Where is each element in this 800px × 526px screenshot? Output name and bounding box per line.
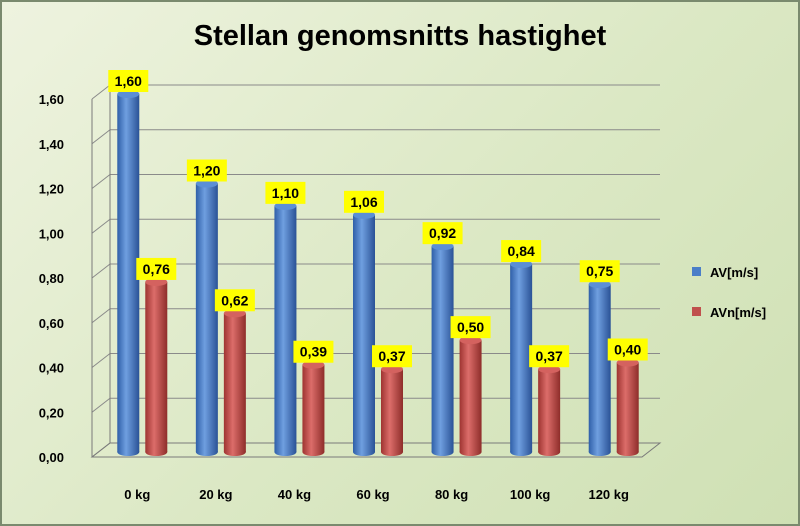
legend-label: AVn[m/s]	[710, 305, 766, 320]
y-tick-label: 0,20	[39, 405, 64, 420]
data-label: 1,10	[272, 185, 299, 201]
bar	[616, 362, 639, 452]
data-label-box	[344, 190, 384, 213]
data-label: 0,84	[508, 243, 535, 259]
label-layer: 1,60 1,20 1,10 1,06 0,92 0,84 0,75 0,76 0,62 0,39…	[108, 70, 648, 368]
bar-base	[117, 448, 140, 456]
legend: AV[m/s] AVn[m/s]	[692, 265, 766, 320]
y-tick-label: 0,60	[39, 316, 64, 331]
gridline-diagonal	[91, 84, 111, 100]
data-label: 0,37	[536, 348, 563, 364]
x-tick-label: 20 kg	[199, 487, 232, 502]
bar	[459, 340, 482, 452]
y-tick-label: 1,20	[39, 182, 64, 197]
y-tick-label: 0,00	[39, 450, 64, 465]
bar-base	[274, 448, 297, 456]
y-tick-label: 1,40	[39, 137, 64, 152]
data-label-box	[607, 338, 648, 361]
legend-swatch	[692, 267, 701, 276]
bar-base	[538, 448, 561, 456]
bar-base	[302, 448, 325, 456]
bar-base	[145, 448, 168, 456]
data-label: 0,37	[378, 348, 405, 364]
bar	[431, 246, 454, 452]
gridline-diagonal	[91, 174, 111, 189]
data-label-box	[108, 70, 149, 92]
bar	[117, 94, 140, 452]
data-label-box	[293, 340, 334, 363]
data-label: 1,06	[350, 194, 377, 210]
data-label-box	[529, 345, 570, 368]
y-tick-label: 0,80	[39, 271, 64, 286]
gridline-diagonal	[91, 129, 111, 145]
data-label: 0,92	[429, 225, 456, 241]
data-label-box	[265, 181, 306, 204]
bar	[195, 183, 218, 452]
bar	[274, 205, 297, 452]
data-label: 0,40	[614, 342, 641, 358]
axis-layer: 0,00 0,20 0,40 0,60 0,80 1,00 1,20 1,40 1,60 0 kg…	[39, 84, 662, 502]
data-label-box	[501, 240, 542, 263]
bar-base	[510, 448, 533, 456]
x-tick-label: 120 kg	[588, 487, 629, 502]
y-tick-label: 1,60	[39, 92, 64, 107]
data-label: 1,60	[115, 73, 142, 89]
y-tick-label: 1,00	[39, 226, 64, 241]
chart-title: Stellan genomsnitts hastighet	[193, 20, 607, 52]
bar-base	[223, 448, 246, 456]
data-label: 1,20	[193, 163, 220, 179]
legend-swatch	[692, 307, 701, 316]
data-label: 0,62	[221, 292, 248, 308]
bar-base	[459, 448, 482, 456]
x-tick-label: 60 kg	[356, 487, 389, 502]
bar-base	[431, 448, 454, 456]
data-label-box	[422, 222, 463, 245]
gridline-diagonal	[91, 263, 111, 279]
data-label: 0,76	[143, 261, 170, 277]
chart-floor	[90, 442, 662, 458]
data-label-box	[579, 260, 620, 283]
bar-base	[381, 448, 403, 456]
bar	[538, 369, 561, 452]
bar	[510, 264, 533, 452]
bar	[145, 281, 168, 452]
bar-base	[616, 448, 639, 456]
bar-base	[353, 448, 375, 456]
data-label-box	[136, 257, 177, 280]
gridline-diagonal	[91, 397, 111, 413]
bar	[353, 214, 375, 452]
bar-layer	[117, 90, 639, 456]
x-tick-label: 100 kg	[510, 487, 551, 502]
bar	[223, 313, 246, 452]
data-label-box	[372, 345, 412, 368]
data-label: 0,75	[586, 263, 613, 279]
gridline-diagonal	[91, 218, 111, 234]
x-tick-label: 40 kg	[278, 487, 311, 502]
bar-base	[195, 448, 218, 456]
legend-label: AV[m/s]	[710, 265, 758, 280]
data-label: 0,50	[457, 319, 484, 335]
data-label-box	[186, 159, 227, 182]
gridline-diagonal	[91, 353, 111, 368]
gridline-diagonal	[91, 308, 111, 324]
x-tick-label: 0 kg	[124, 487, 150, 502]
data-label: 0,39	[300, 344, 327, 360]
y-tick-label: 0,40	[39, 361, 64, 376]
x-tick-label: 80 kg	[435, 487, 468, 502]
bar-base	[588, 448, 611, 456]
bar	[588, 284, 611, 452]
data-label-box	[450, 316, 491, 339]
data-label-box	[214, 289, 255, 312]
bar	[381, 369, 403, 452]
bar	[302, 364, 325, 452]
